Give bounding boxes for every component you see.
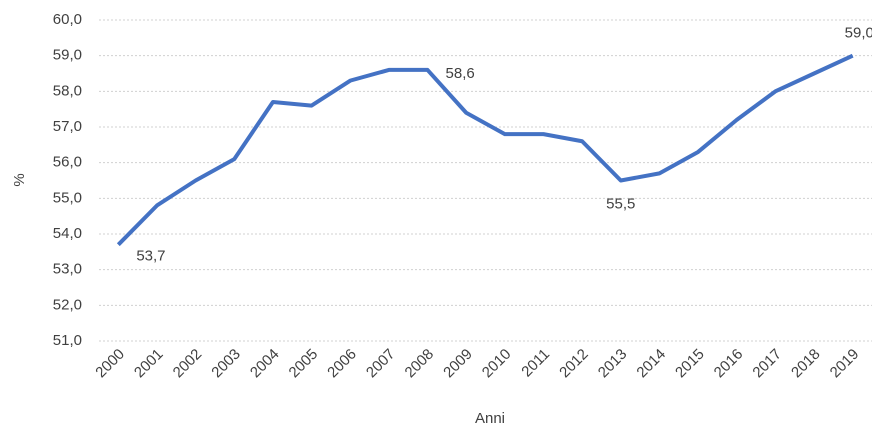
x-tick-label: 2005 [286,346,322,382]
x-tick-label: 2013 [595,346,631,382]
x-tick-label: 2016 [711,346,747,382]
x-tick-label: 2001 [131,346,167,382]
x-tick-label: 2019 [827,346,863,382]
x-tick-label: 2009 [440,346,476,382]
x-axis-label: Anni [475,410,505,427]
x-tick-label: 2004 [247,346,283,382]
y-axis-label: % [11,173,28,186]
data-label: 53,7 [136,248,165,265]
x-tick-label: 2017 [749,346,785,382]
x-tick-label: 2000 [92,346,128,382]
y-tick-label: 60,0 [53,11,82,28]
y-tick-label: 52,0 [53,296,82,313]
y-tick-label: 59,0 [53,47,82,64]
x-tick-label: 2007 [363,346,399,382]
x-tick-label: 2014 [633,346,669,382]
data-label: 55,5 [606,195,635,212]
x-tick-label: 2002 [170,346,206,382]
x-tick-label: 2011 [518,346,553,381]
data-line [116,53,854,247]
y-tick-label: 53,0 [53,261,82,278]
x-tick-label: 2008 [402,346,438,382]
y-tick-label: 55,0 [53,189,82,206]
x-tick-label: 2018 [788,346,824,382]
y-tick-label: 57,0 [53,118,82,135]
y-tick-label: 56,0 [53,154,82,171]
x-tick-label: 2003 [208,346,244,382]
y-tick-label: 54,0 [53,225,82,242]
x-tick-label: 2012 [556,346,592,382]
data-label: 58,6 [446,65,475,82]
x-tick-label: 2006 [324,346,360,382]
y-tick-label: 58,0 [53,82,82,99]
x-tick-label: 2010 [479,346,515,382]
y-tick-label: 51,0 [53,332,82,349]
data-label: 59,0 [845,25,872,42]
x-tick-label: 2015 [672,346,708,382]
